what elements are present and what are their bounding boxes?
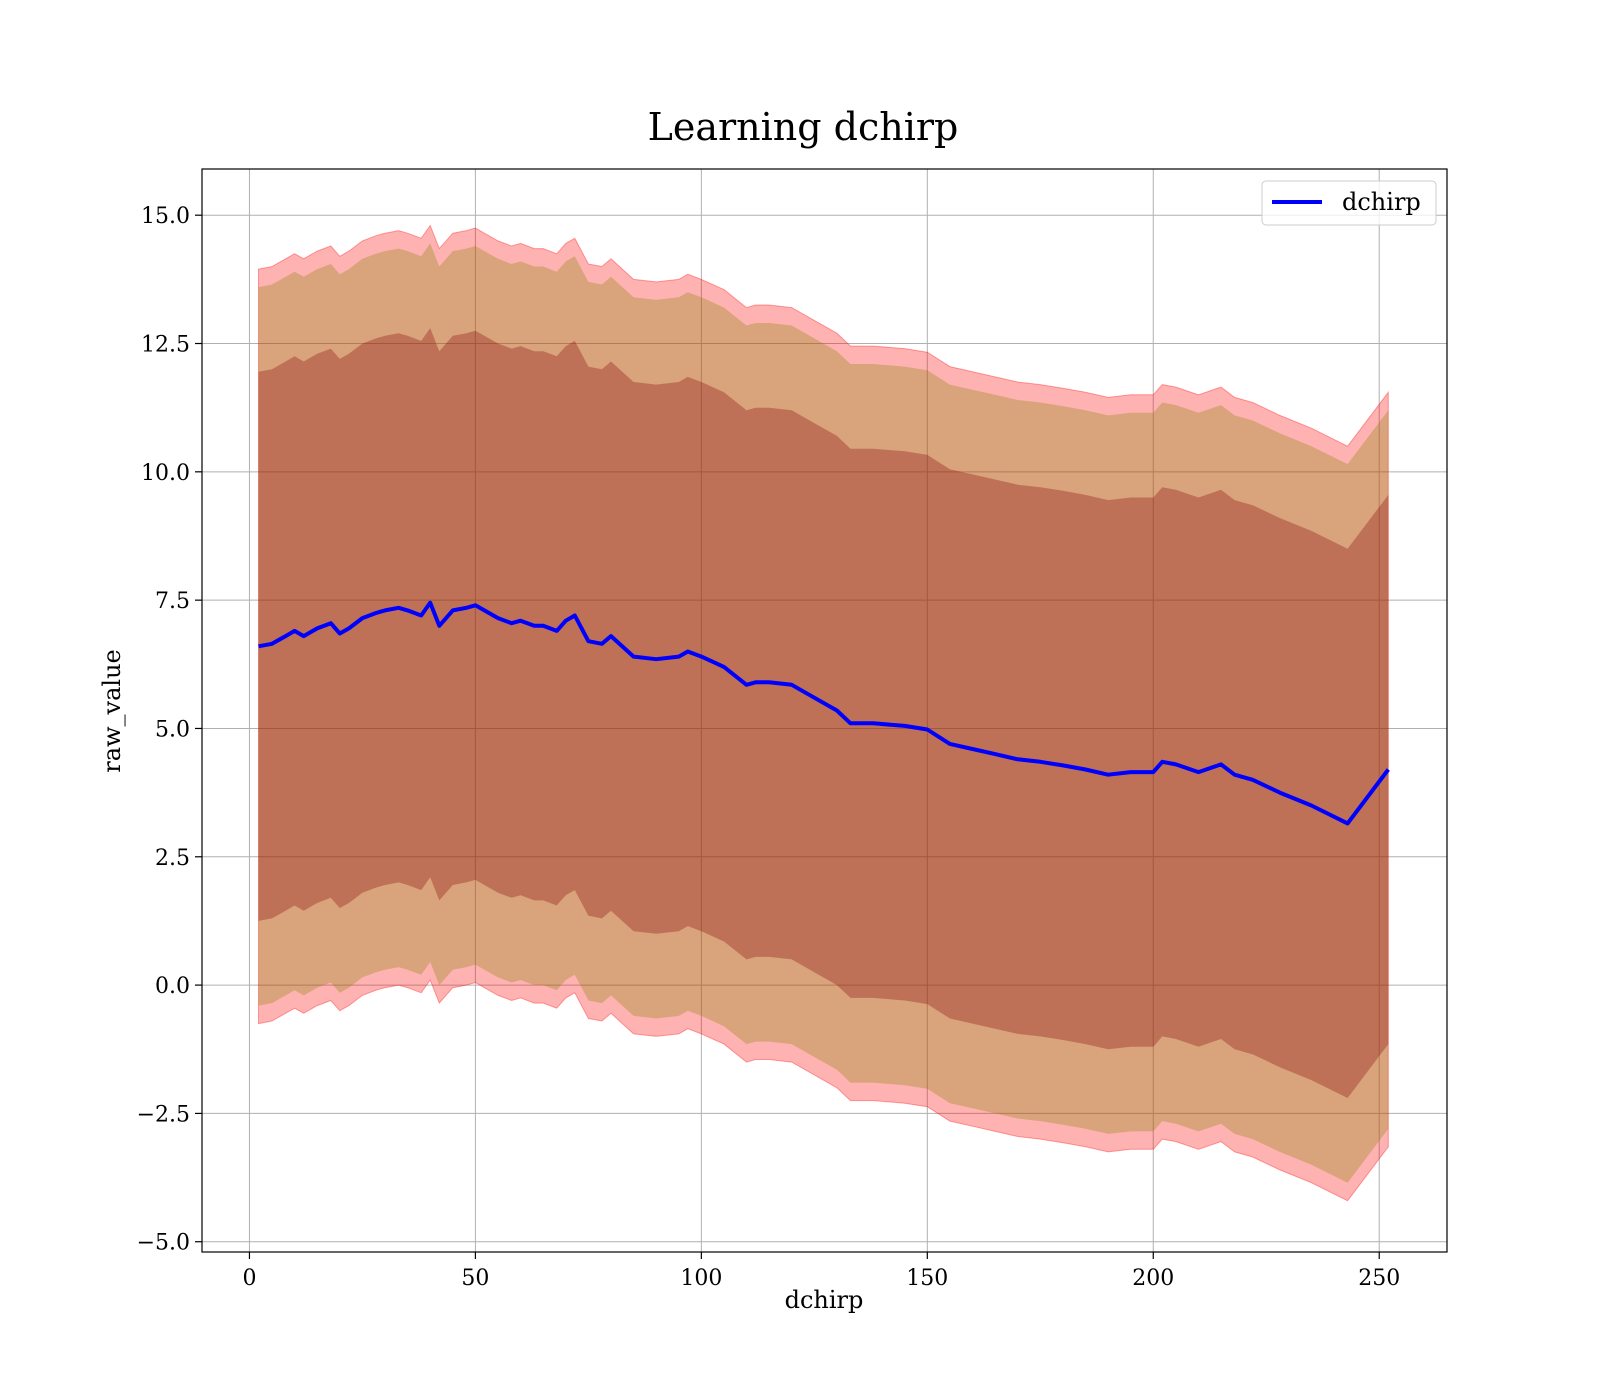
y-tick-label: 2.5: [155, 846, 190, 871]
x-tick-label: 50: [461, 1266, 489, 1291]
plot-frame: [201, 168, 1448, 1253]
series-lines: [258, 600, 1390, 826]
chart-title: Learning dchirp: [648, 105, 959, 149]
legend-label-dchirp: dchirp: [1342, 188, 1421, 216]
y-tick-label: 15.0: [141, 204, 190, 229]
y-tick-label: 7.5: [155, 589, 190, 614]
x-tick-label: 150: [906, 1266, 948, 1291]
x-axis-label: dchirp: [785, 1286, 864, 1314]
ticks: 0 50 100 150 200 250 −5.0 −2.5 0.0 2.5 5.0 7.5 10.0 1…: [137, 204, 1401, 1291]
legend: dchirp: [1261, 180, 1437, 226]
confidence-bands: [258, 224, 1389, 1202]
y-tick-label: 0.0: [155, 974, 190, 999]
band-inner: [258, 328, 1389, 1099]
x-tick-label: 0: [242, 1266, 256, 1291]
y-tick-label: −2.5: [137, 1102, 190, 1127]
grid: [202, 169, 1447, 1252]
legend-box: [1261, 180, 1437, 226]
y-tick-label: 12.5: [141, 333, 190, 358]
y-tick-label: −5.0: [137, 1231, 190, 1256]
y-axis-label: raw_value: [98, 649, 126, 773]
band-outer: [258, 224, 1389, 1202]
series-line-dchirp: [258, 600, 1390, 826]
band-middle: [258, 243, 1389, 1183]
y-tick-label: 5.0: [155, 717, 190, 742]
y-tick-label: 10.0: [141, 461, 190, 486]
x-tick-label: 200: [1132, 1266, 1174, 1291]
x-tick-label: 250: [1358, 1266, 1400, 1291]
x-tick-label: 100: [680, 1266, 722, 1291]
